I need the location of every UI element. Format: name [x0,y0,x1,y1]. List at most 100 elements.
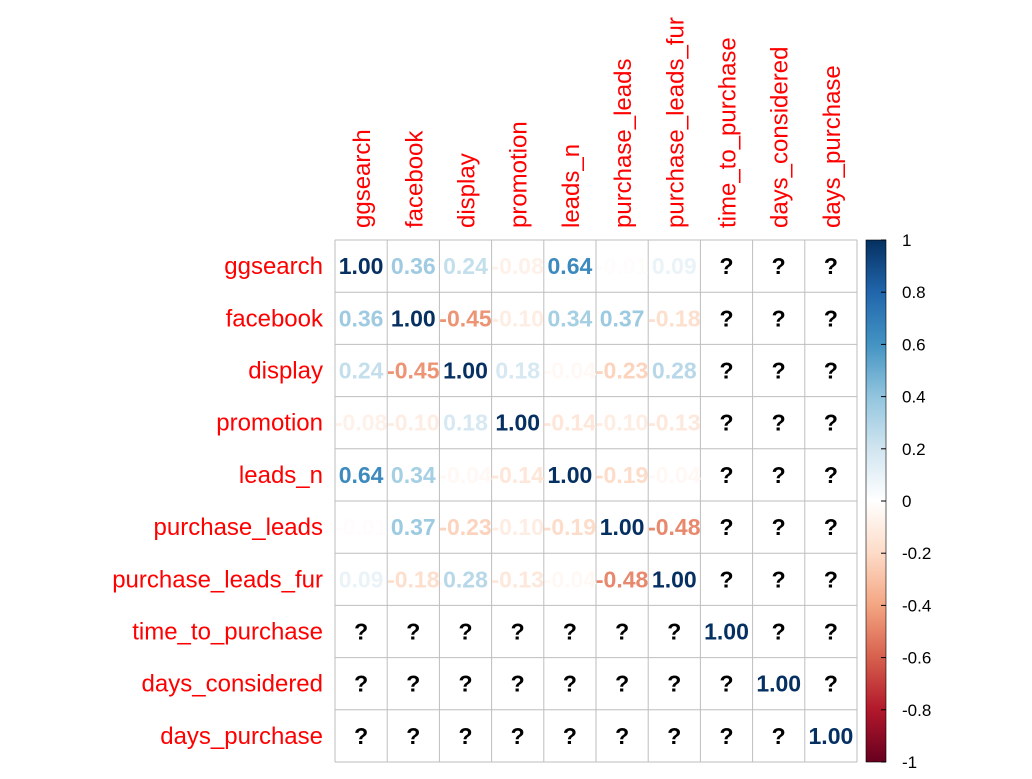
correlation-value: -0.01 [335,514,388,540]
colorbar-tick-label: -0.2 [902,544,931,563]
colorbar-tick-label: 1 [902,231,911,250]
correlation-value: -0.10 [596,410,648,436]
missing-cell: ? [667,671,681,697]
correlation-value: 0.64 [339,462,384,488]
row-label: days_considered [142,671,323,698]
correlation-value: 1.00 [391,305,436,331]
correlation-value: -0.23 [439,514,491,540]
missing-cell: ? [458,671,472,697]
missing-cell: ? [719,305,733,331]
correlation-value: 0.28 [652,358,697,384]
correlation-value: 1.00 [495,410,540,436]
correlation-value: 1.00 [339,253,384,279]
missing-cell: ? [406,723,420,749]
correlation-value: -0.10 [491,514,543,540]
missing-cell: ? [563,619,577,645]
correlation-value: -0.04 [544,358,597,384]
missing-cell: ? [824,619,838,645]
correlation-value: 1.00 [548,462,593,488]
correlation-value: 0.34 [391,462,436,488]
correlation-value: 0.18 [495,358,540,384]
correlation-value: 0.64 [548,253,593,279]
missing-cell: ? [772,305,786,331]
correlation-value: -0.13 [491,566,543,592]
correlation-value: 0.24 [443,253,488,279]
column-label: promotion [506,121,533,228]
correlation-value: -0.14 [491,462,544,488]
correlation-value: -0.04 [544,566,597,592]
missing-cell: ? [667,619,681,645]
column-label: purchase_leads [610,59,637,228]
colorbar: 1 0.8 0.6 0.4 0.2 0 -0.2 -0.4 -0.6 -0.8 -1 [865,231,931,772]
colorbar-tick-label: -0.8 [902,701,931,720]
column-label: purchase_leads_fur [662,17,689,228]
missing-cell: ? [719,462,733,488]
correlation-value: 1.00 [809,723,854,749]
missing-cell: ? [354,619,368,645]
grid [334,239,858,763]
correlation-value: 0.37 [391,514,436,540]
missing-cell: ? [772,566,786,592]
correlation-value: 0.09 [339,566,384,592]
correlation-value: 0.18 [443,410,488,436]
missing-cell: ? [824,671,838,697]
missing-cell: ? [772,514,786,540]
cell-values: 1.00 0.36 0.24 -0.08 0.64 -0.01 0.09?? ?0.36 1.0… [335,253,853,749]
correlation-value: -0.01 [596,253,649,279]
correlation-value: 0.37 [600,305,645,331]
colorbar-ticks: 1 0.8 0.6 0.4 0.2 0 -0.2 -0.4 -0.6 -0.8 -1 [881,231,931,772]
missing-cell: ? [772,723,786,749]
correlation-value: -0.23 [596,358,648,384]
colorbar-tick-label: -0.4 [902,596,931,615]
missing-cell: ? [719,253,733,279]
correlation-value: -0.48 [648,514,701,540]
missing-cell: ? [615,619,629,645]
column-labels: ggsearch facebook display promotion leads_n p… [349,17,846,228]
missing-cell: ? [615,723,629,749]
row-label: ggsearch [224,253,323,280]
missing-cell: ? [406,619,420,645]
missing-cell: ? [772,358,786,384]
correlation-value: 0.28 [443,566,488,592]
missing-cell: ? [511,671,525,697]
missing-cell: ? [458,619,472,645]
correlation-value: 0.34 [548,305,593,331]
correlation-value: 1.00 [704,619,749,645]
missing-cell: ? [615,671,629,697]
correlation-value: -0.08 [335,410,388,436]
column-label: facebook [401,130,428,228]
missing-cell: ? [354,723,368,749]
correlation-value: -0.04 [648,462,701,488]
missing-cell: ? [719,566,733,592]
row-label: purchase_leads [154,514,323,541]
correlation-value: 1.00 [443,358,488,384]
column-label: ggsearch [349,129,376,228]
correlation-value: -0.48 [596,566,649,592]
correlation-value: -0.19 [544,514,596,540]
correlation-value: -0.45 [387,358,440,384]
missing-cell: ? [824,410,838,436]
missing-cell: ? [824,305,838,331]
missing-cell: ? [719,671,733,697]
missing-cell: ? [511,619,525,645]
missing-cell: ? [772,619,786,645]
missing-cell: ? [824,358,838,384]
missing-cell: ? [772,462,786,488]
missing-cell: ? [719,514,733,540]
missing-cell: ? [824,462,838,488]
correlation-value: -0.14 [544,410,597,436]
correlation-value: 1.00 [756,671,801,697]
missing-cell: ? [772,410,786,436]
row-labels: ggsearch facebook display promotion leads_np… [112,253,324,750]
missing-cell: ? [511,723,525,749]
missing-cell: ? [563,671,577,697]
correlation-value: -0.45 [439,305,492,331]
colorbar-tick-label: 0.4 [902,388,926,407]
correlation-value: -0.10 [387,410,439,436]
correlation-value: 0.09 [652,253,697,279]
missing-cell: ? [563,723,577,749]
colorbar-tick-label: 0 [902,492,911,511]
missing-cell: ? [824,514,838,540]
correlation-value: -0.18 [648,305,701,331]
